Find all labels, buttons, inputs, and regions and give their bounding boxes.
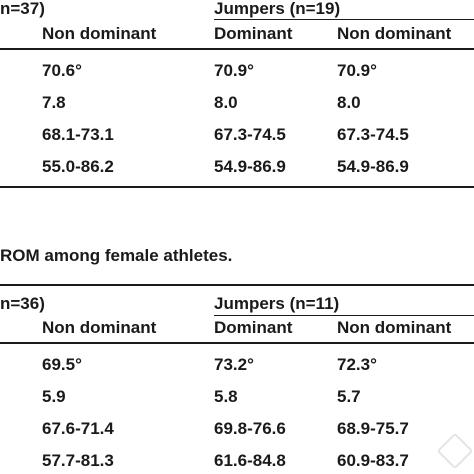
table2-cell: 69.8-76.6 (214, 419, 286, 438)
table1-subheader-non-dominant: Non dominant (42, 24, 157, 43)
table2-cell: 68.9-75.7 (337, 419, 409, 438)
table2-cell: 57.7-81.3 (42, 451, 114, 470)
table2-subheader-non-dominant: Non dominant (42, 318, 157, 337)
table1-cell: 67.3-74.5 (337, 125, 409, 144)
table2-cell: 5.8 (214, 387, 238, 406)
table1-cell: 70.9° (337, 61, 377, 80)
table2-caption: ROM among female athletes. (0, 246, 233, 265)
table1-left-group-header: n=37) (0, 0, 45, 18)
table1-header-rule (0, 48, 474, 50)
table2-cell: 67.6-71.4 (42, 419, 114, 438)
table2-group-underline (214, 315, 474, 316)
table1-cell: 70.9° (214, 61, 254, 80)
table1-subheader-non-dominant-2: Non dominant (337, 24, 452, 43)
table2-header-rule (0, 342, 474, 344)
table1-group-underline (214, 19, 474, 20)
table2-cell: 61.6-84.8 (214, 451, 286, 470)
table1-cell: 70.6° (42, 61, 82, 80)
table1-cell: 67.3-74.5 (214, 125, 286, 144)
table1-cell: 8.0 (214, 93, 238, 112)
table1-bottom-rule (0, 186, 474, 188)
table1-cell: 8.0 (337, 93, 361, 112)
table2-cell: 73.2° (214, 355, 254, 374)
table2-top-rule (0, 284, 474, 286)
table2-cell: 5.9 (42, 387, 66, 406)
table1-cell: 7.8 (42, 93, 66, 112)
table2-cell: 72.3° (337, 355, 377, 374)
watermark-logo-icon (436, 432, 474, 470)
table2-left-group-header: n=36) (0, 294, 45, 313)
table2-cell: 69.5° (42, 355, 82, 374)
table2-subheader-dominant: Dominant (214, 318, 293, 337)
table2-right-group-header: Jumpers (n=11) (214, 294, 340, 313)
table1-cell: 54.9-86.9 (337, 157, 409, 176)
table1-cell: 55.0-86.2 (42, 157, 114, 176)
table2-subheader-non-dominant-2: Non dominant (337, 318, 452, 337)
table1-cell: 68.1-73.1 (42, 125, 114, 144)
table1-right-group-header: Jumpers (n=19) (214, 0, 341, 18)
table1-subheader-dominant: Dominant (214, 24, 293, 43)
table2-cell: 5.7 (337, 387, 361, 406)
table1-cell: 54.9-86.9 (214, 157, 286, 176)
table2-cell: 60.9-83.7 (337, 451, 409, 470)
